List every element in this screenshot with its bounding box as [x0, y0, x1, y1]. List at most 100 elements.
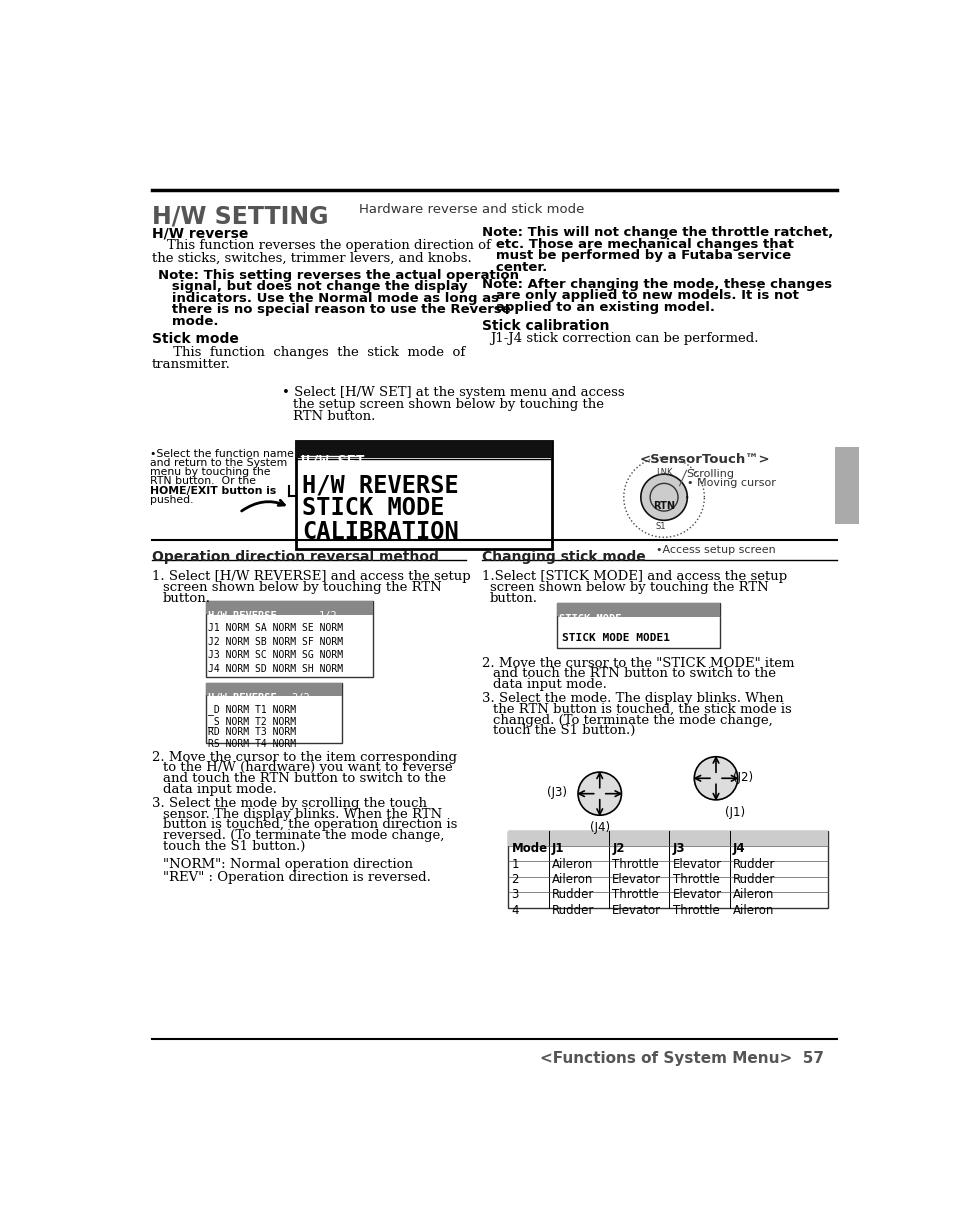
Text: Aileron: Aileron [551, 858, 593, 870]
Text: touch the S1 button.): touch the S1 button.) [493, 725, 635, 737]
Text: • Select [H/W SET] at the system menu and access: • Select [H/W SET] at the system menu an… [282, 386, 624, 399]
Text: <SensorTouch™>: <SensorTouch™> [639, 453, 770, 466]
Text: H/W reverse: H/W reverse [152, 226, 248, 240]
Text: signal, but does not change the display: signal, but does not change the display [158, 280, 467, 293]
Text: •Select the function name: •Select the function name [150, 449, 294, 459]
Text: Stick calibration: Stick calibration [481, 318, 609, 333]
Text: CALIBRATION: CALIBRATION [302, 519, 458, 543]
Text: sensor. The display blinks. When the RTN: sensor. The display blinks. When the RTN [162, 808, 441, 820]
Text: Elevator: Elevator [672, 889, 721, 901]
Text: Note: This setting reverses the actual operation: Note: This setting reverses the actual o… [158, 268, 518, 282]
Text: and touch the RTN button to switch to the: and touch the RTN button to switch to th… [493, 667, 775, 681]
Text: J1-J4 stick correction can be performed.: J1-J4 stick correction can be performed. [489, 332, 758, 345]
Text: Rudder: Rudder [732, 858, 775, 870]
Text: Operation direction reversal method: Operation direction reversal method [152, 551, 438, 564]
Text: menu by touching the: menu by touching the [150, 468, 271, 477]
Text: <Functions of System Menu>  57: <Functions of System Menu> 57 [540, 1051, 823, 1066]
Bar [206, 683, 341, 695]
Text: J1: J1 [551, 842, 563, 856]
Text: are only applied to new models. It is not: are only applied to new models. It is no… [481, 289, 798, 302]
Text: changed. (To terminate the mode change,: changed. (To terminate the mode change, [493, 714, 772, 727]
Text: HOME/EXIT button is: HOME/EXIT button is [150, 486, 276, 496]
Text: the sticks, switches, trimmer levers, and knobs.: the sticks, switches, trimmer levers, an… [152, 252, 471, 264]
Text: LNK: LNK [655, 468, 672, 477]
Text: Note: After changing the mode, these changes: Note: After changing the mode, these cha… [481, 278, 831, 291]
Text: 3. Select the mode by scrolling the touch: 3. Select the mode by scrolling the touc… [152, 797, 426, 810]
Text: • Moving cursor: • Moving cursor [686, 479, 775, 488]
Text: "NORM": Normal operation direction: "NORM": Normal operation direction [162, 858, 413, 871]
Text: Elevator: Elevator [612, 903, 660, 917]
Text: and touch the RTN button to switch to the: and touch the RTN button to switch to th… [162, 772, 445, 785]
Text: H/W REVERSE: H/W REVERSE [302, 474, 458, 497]
Text: (J1): (J1) [724, 805, 744, 819]
Text: screen shown below by touching the RTN: screen shown below by touching the RTN [162, 581, 441, 594]
Text: data input mode.: data input mode. [493, 678, 606, 692]
Text: This  function  changes  the  stick  mode  of: This function changes the stick mode of [152, 345, 464, 359]
Text: RS NORM T4 NORM: RS NORM T4 NORM [208, 739, 296, 749]
Text: touch the S1 button.): touch the S1 button.) [162, 840, 305, 853]
Text: (J4): (J4) [590, 821, 610, 835]
Bar [835, 447, 858, 524]
Text: RD NORM T3 NORM: RD NORM T3 NORM [208, 727, 296, 737]
Wedge shape [640, 474, 686, 520]
Text: STICK MODE MODE1: STICK MODE MODE1 [561, 633, 669, 643]
Text: to the H/W (hardware) you want to reverse: to the H/W (hardware) you want to revers… [162, 761, 452, 775]
Text: there is no special reason to use the Reverse: there is no special reason to use the Re… [158, 304, 510, 316]
Text: •Access setup screen: •Access setup screen [656, 545, 775, 554]
Text: 2/2: 2/2 [291, 693, 310, 703]
Text: (J3): (J3) [546, 786, 566, 799]
Text: (J2): (J2) [732, 771, 752, 783]
Bar [206, 601, 373, 677]
Text: RTN: RTN [653, 501, 675, 512]
Text: H/W REVERSE: H/W REVERSE [208, 611, 276, 622]
Text: J2: J2 [612, 842, 624, 856]
Text: Aileron: Aileron [732, 903, 774, 917]
Text: Rudder: Rudder [551, 903, 594, 917]
Text: S1: S1 [655, 521, 665, 531]
Text: reversed. (To terminate the mode change,: reversed. (To terminate the mode change, [162, 829, 443, 842]
Bar [557, 603, 720, 649]
Text: 2. Move the cursor to the item corresponding: 2. Move the cursor to the item correspon… [152, 750, 456, 764]
Text: Scrolling: Scrolling [686, 469, 734, 479]
Text: 2. Move the cursor to the "STICK MODE" item: 2. Move the cursor to the "STICK MODE" i… [481, 656, 794, 670]
Text: J4: J4 [732, 842, 745, 856]
Text: Note: This will not change the throttle ratchet,: Note: This will not change the throttle … [481, 226, 832, 239]
Text: 3: 3 [511, 889, 518, 901]
Text: J3: J3 [672, 842, 684, 856]
Text: This function reverses the operation direction of: This function reverses the operation dir… [167, 239, 491, 252]
Text: STICK MODE: STICK MODE [302, 497, 444, 520]
Text: RTN button.  Or the: RTN button. Or the [150, 476, 256, 486]
Text: data input mode.: data input mode. [162, 783, 276, 796]
Text: Stick mode: Stick mode [152, 332, 238, 345]
Text: H/W SETTING: H/W SETTING [152, 204, 328, 229]
Text: Throttle: Throttle [672, 903, 719, 917]
Text: screen shown below by touching the RTN: screen shown below by touching the RTN [489, 581, 768, 594]
Text: Throttle: Throttle [612, 889, 659, 901]
Text: RTN button.: RTN button. [293, 410, 375, 424]
Text: etc. Those are mechanical changes that: etc. Those are mechanical changes that [481, 237, 793, 251]
Text: Aileron: Aileron [551, 873, 593, 886]
Text: button.: button. [489, 592, 537, 605]
Text: J4 NORM SD NORM SH NORM: J4 NORM SD NORM SH NORM [208, 665, 343, 674]
Bar [206, 683, 341, 743]
Bar [295, 441, 551, 548]
Text: 2: 2 [511, 873, 518, 886]
Text: the RTN button is touched, the stick mode is: the RTN button is touched, the stick mod… [493, 703, 791, 716]
Bar [508, 831, 827, 846]
Text: Aileron: Aileron [732, 889, 774, 901]
Circle shape [578, 772, 620, 815]
Bar [295, 441, 551, 458]
Text: center.: center. [481, 261, 547, 274]
Text: Throttle: Throttle [612, 858, 659, 870]
Text: must be performed by a Futaba service: must be performed by a Futaba service [481, 250, 790, 262]
Text: _D NORM T1 NORM: _D NORM T1 NORM [208, 704, 296, 715]
Circle shape [694, 756, 737, 799]
Text: button.: button. [162, 592, 211, 605]
Text: Elevator: Elevator [612, 873, 660, 886]
Text: pushed.: pushed. [150, 494, 193, 506]
Bar [206, 601, 373, 613]
Text: Changing stick mode: Changing stick mode [481, 551, 645, 564]
Text: _S NORM T2 NORM: _S NORM T2 NORM [208, 716, 296, 727]
Text: Throttle: Throttle [672, 873, 719, 886]
Text: Rudder: Rudder [551, 889, 594, 901]
